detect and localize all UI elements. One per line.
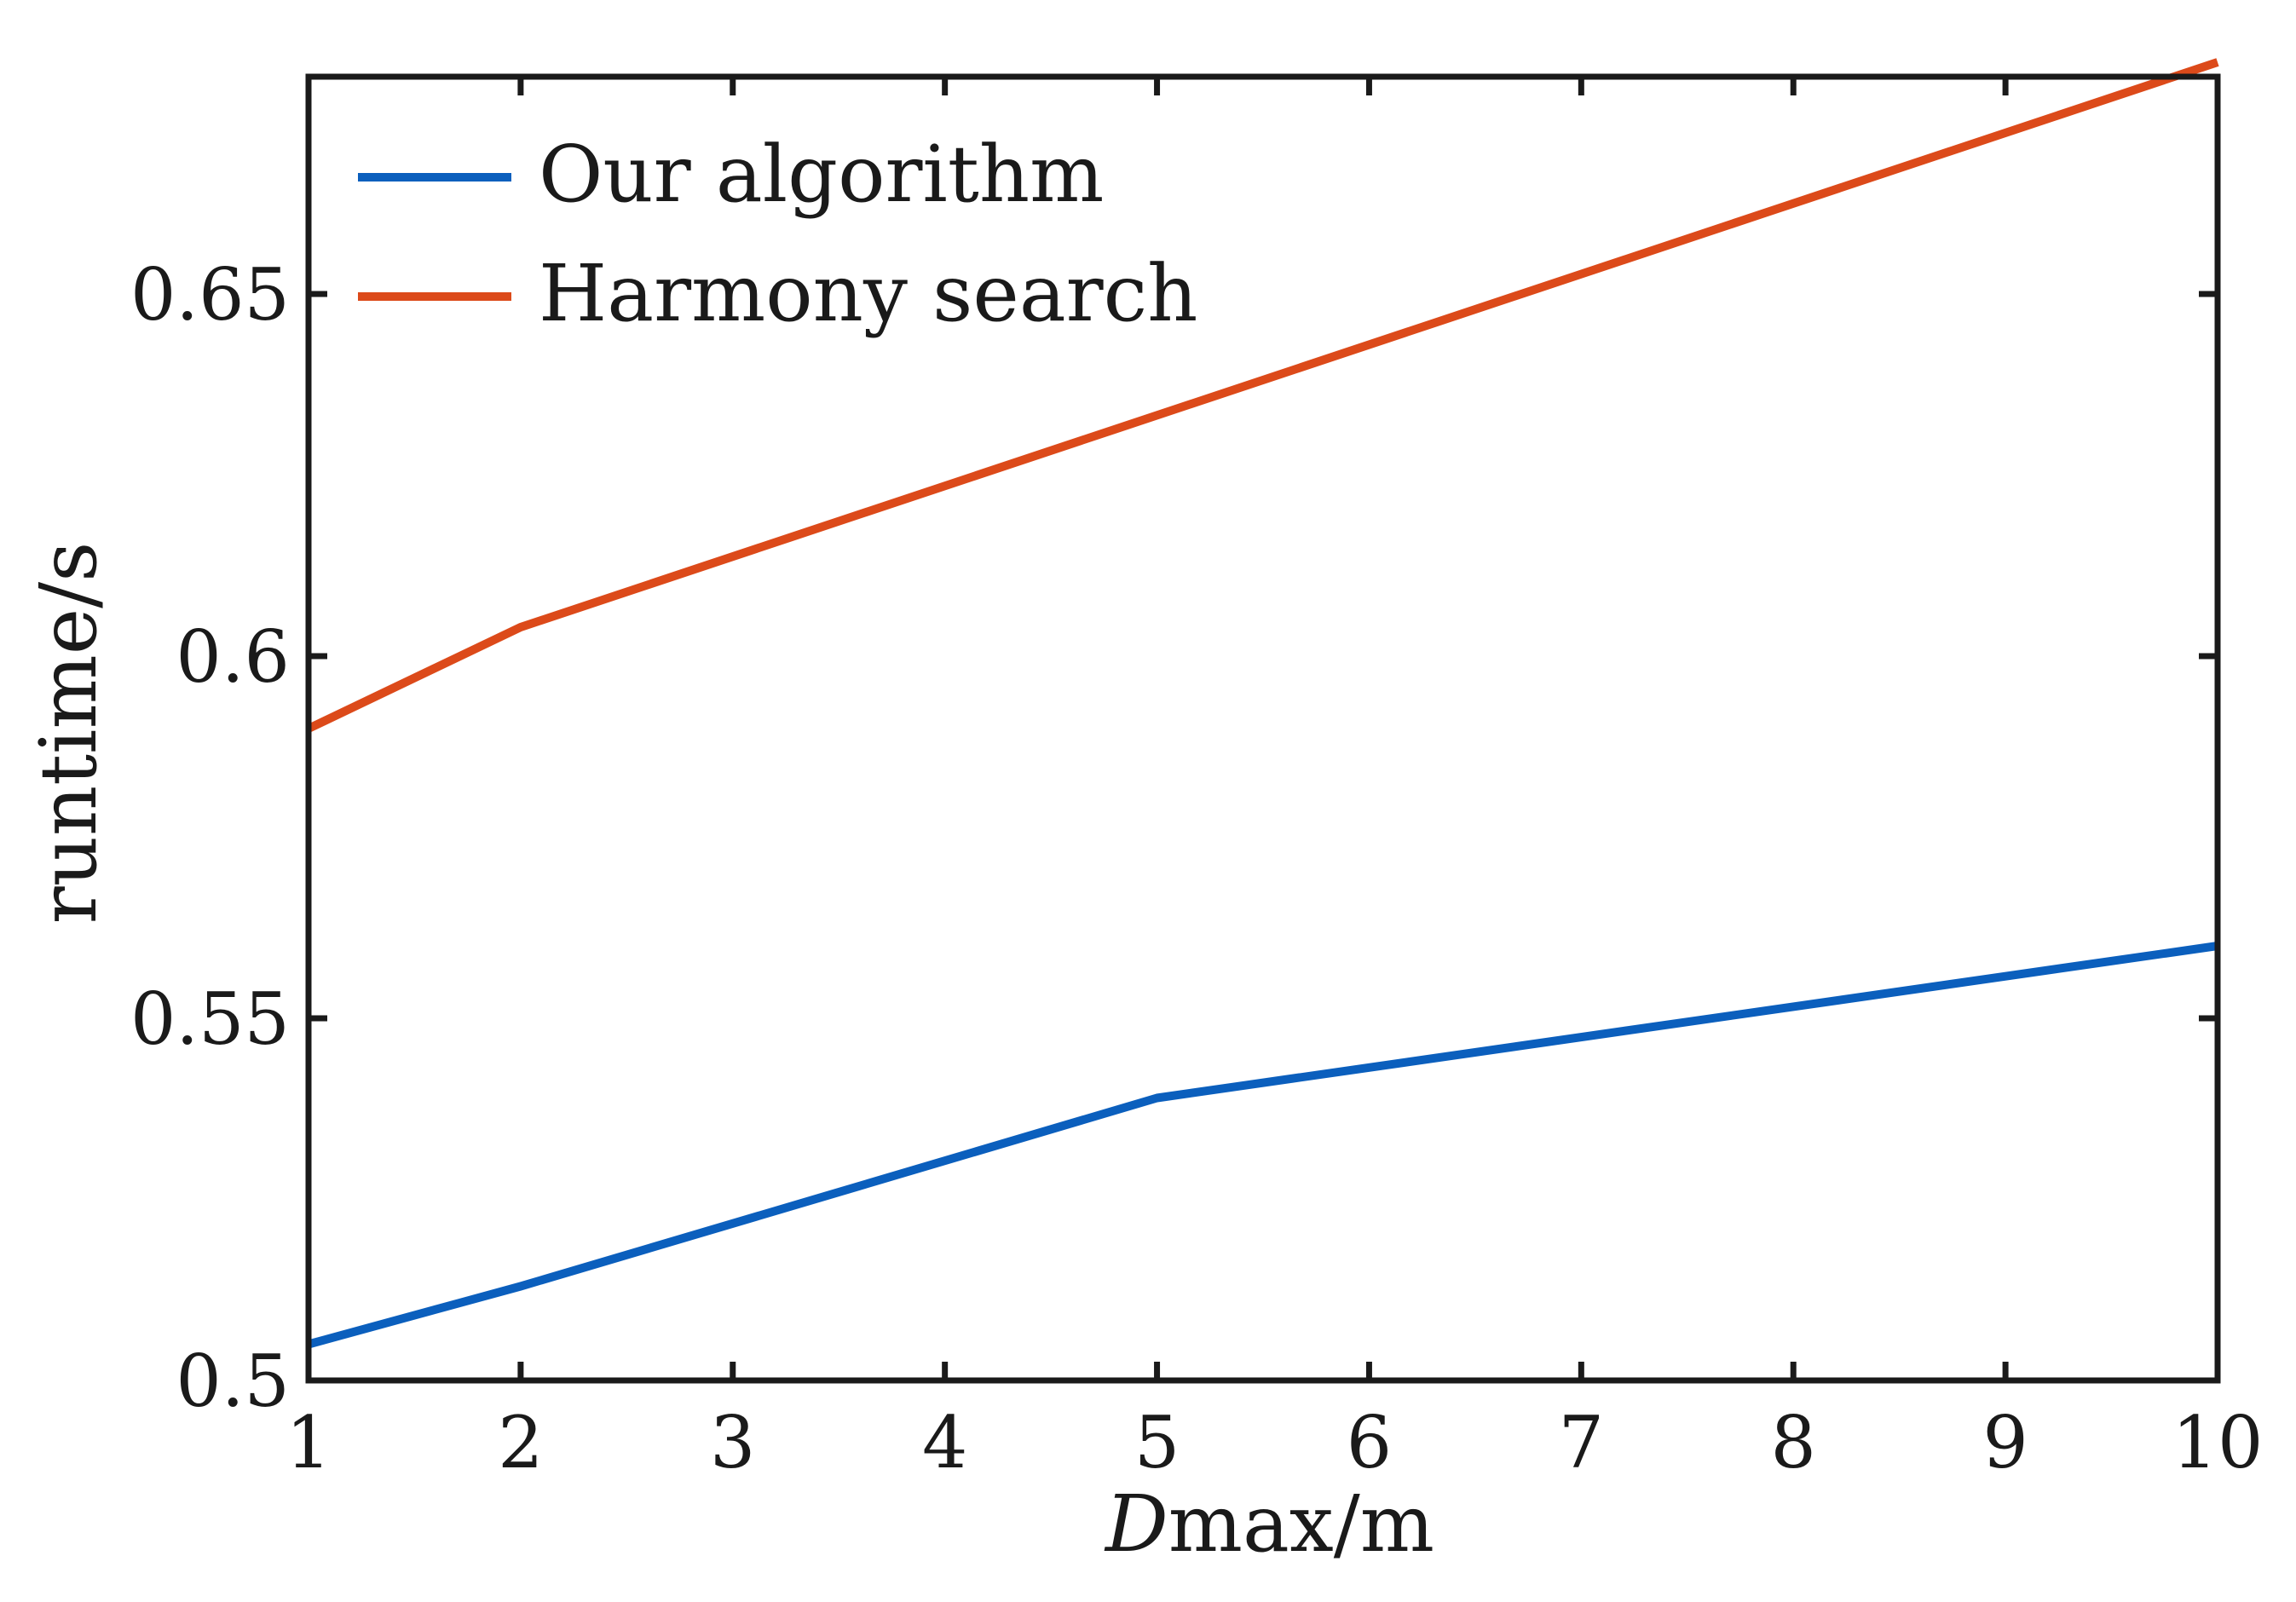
- y-tick-labels: 0.5 0.55 0.6 0.65: [130, 253, 290, 1423]
- series-line: [306, 58, 2219, 733]
- x-tick-label: 6: [1347, 1401, 1392, 1484]
- x-tick-label: 7: [1559, 1401, 1604, 1484]
- series-line: [307, 942, 2218, 1349]
- x-tick-label: 10: [2172, 1401, 2264, 1484]
- x-tick-label: 1: [286, 1401, 331, 1484]
- legend: Our algorithm Harmony search: [358, 129, 1197, 339]
- x-axis-title-italic: D: [1104, 1478, 1168, 1570]
- x-tick-label: 8: [1770, 1401, 1815, 1484]
- x-tick-label: 3: [710, 1401, 755, 1484]
- y-tick-label: 0.6: [176, 615, 290, 699]
- y-tick-label: 0.5: [176, 1340, 290, 1423]
- x-tick-label: 2: [498, 1401, 543, 1484]
- x-tick-label: 5: [1134, 1401, 1180, 1484]
- series-lines: [306, 58, 2219, 1349]
- y-tick-label: 0.55: [130, 977, 290, 1061]
- legend-label: Our algorithm: [539, 129, 1104, 220]
- x-tick-label: 4: [922, 1401, 967, 1484]
- x-tick-label: 9: [1982, 1401, 2028, 1484]
- y-tick-label: 0.65: [130, 253, 290, 337]
- plot-frame: [305, 73, 2221, 1384]
- x-axis-title: Dmax/m: [1104, 1478, 1434, 1570]
- y-axis-title: runtime/s: [23, 542, 114, 925]
- legend-label: Harmony search: [539, 248, 1197, 339]
- x-axis-title-rest: max/m: [1168, 1478, 1434, 1570]
- x-tick-labels: 1 2 3 4 5 6 7 8 9 10: [286, 1401, 2263, 1484]
